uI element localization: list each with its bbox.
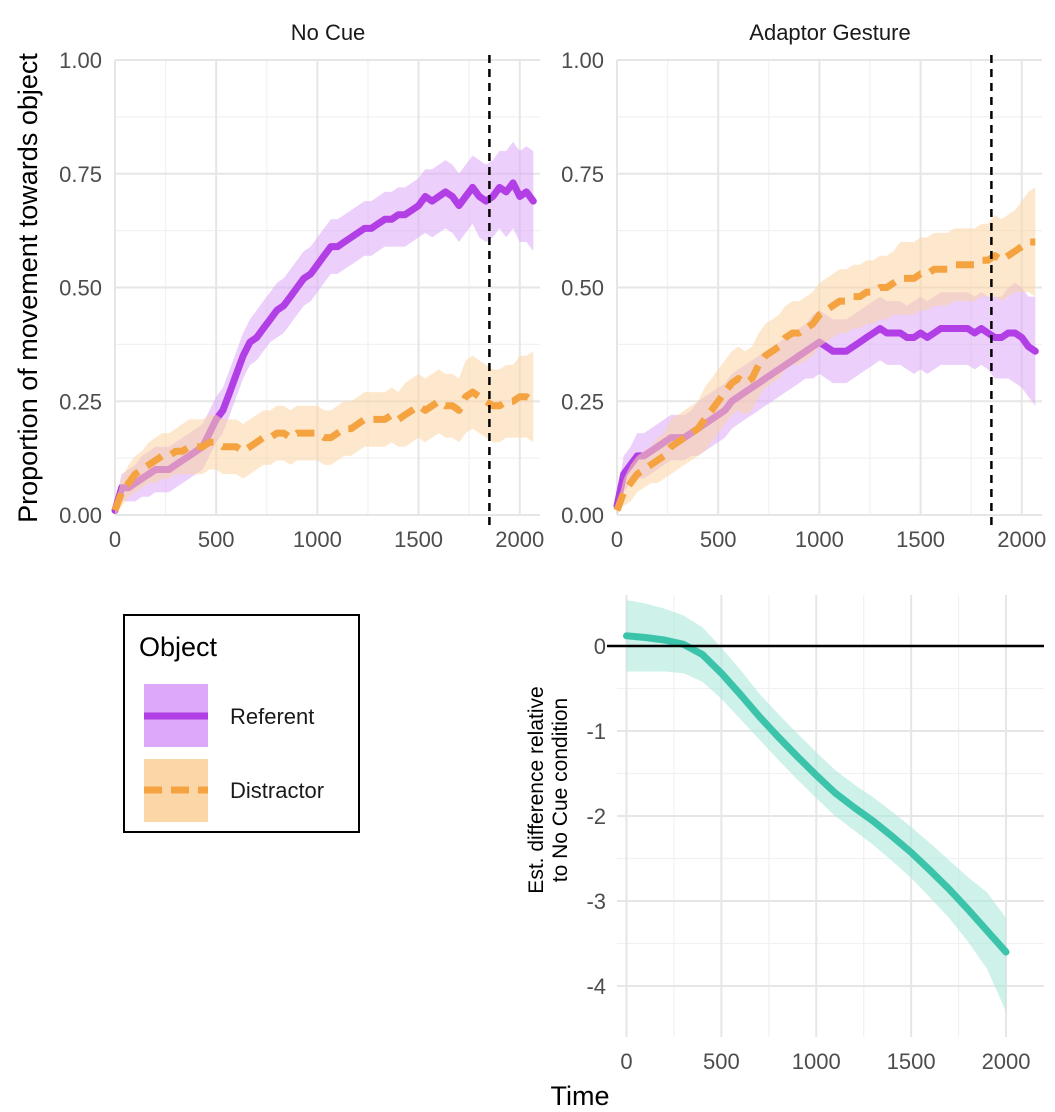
panel-adaptor-gesture: 0 500 1000 1500 2000 0.00 0.25 0.50 0.75 1.00 [561,48,1046,552]
series-group-1 [613,187,1039,515]
legend-label-distractor: Distractor [230,778,324,803]
y-tick-label: 1.00 [59,48,102,73]
y-tick-label: 0.75 [59,162,102,187]
x-tick-label: 1500 [394,527,443,552]
x-tick-label: 0 [109,527,121,552]
y-tick-label: 0 [594,634,606,659]
legend-key-distractor [144,759,208,822]
line-difference-difference [623,632,1010,956]
x-tick-label: 1000 [795,527,844,552]
y-tick-label: 0.50 [561,276,604,301]
strip-label-adaptor-gesture: Adaptor Gesture [749,20,910,45]
x-tick-label: 0 [620,1049,632,1074]
strip-label-no-cue: No Cue [291,20,366,45]
panel-difference: 0 500 1000 1500 2000 0 -1 -2 -3 -4 [586,595,1044,1074]
grid-0 [114,59,540,516]
difference-y-title: Est. difference relative to No Cue condi… [525,686,572,893]
y-tick-label: 1.00 [561,48,604,73]
legend-key-referent [144,684,208,747]
legend: Object Referent Distractor [123,614,360,833]
series-group-0 [111,141,537,515]
y-tick-label: 0.00 [561,503,604,528]
line-distractor-adaptor-gesture [613,238,1036,512]
difference-y-title-line-1: Est. difference relative [525,686,548,893]
x-tick-label: 500 [700,527,737,552]
line-distractor-no-cue [111,388,536,512]
ribbon-referent-adaptor-gesture [617,282,1036,515]
x-tick-label: 1000 [293,527,342,552]
x-tick-label: 500 [198,527,235,552]
y-tick-label: -3 [586,889,606,914]
x-tick-label: 1500 [887,1049,936,1074]
y-tick-label: -2 [586,804,606,829]
x-tick-label: 0 [611,527,623,552]
x-tick-label: 2000 [997,527,1046,552]
y-tick-label: 0.50 [59,276,102,301]
legend-title: Object [139,632,218,662]
y-tick-label: 0.00 [59,503,102,528]
y-tick-label: -1 [586,719,606,744]
difference-y-title-line-2: to No Cue condition [549,698,572,882]
x-tick-label: 500 [703,1049,740,1074]
x-axis-title: Time [551,1081,610,1111]
x-tick-label: 1500 [896,527,945,552]
y-tick-label: 0.25 [59,389,102,414]
panel-no-cue: 0 500 1000 1500 2000 0.00 0.25 0.50 0.75 1.00 [59,48,544,552]
y-tick-label: -4 [586,974,606,999]
series-group-2 [623,600,1010,1012]
x-tick-label: 1000 [792,1049,841,1074]
y-tick-label: 0.75 [561,162,604,187]
x-tick-label: 2000 [982,1049,1031,1074]
x-tick-label: 2000 [495,527,544,552]
y-tick-label: 0.25 [561,389,604,414]
y-axis-title: Proportion of movement towards object [13,53,43,523]
legend-label-referent: Referent [230,704,314,729]
ribbon-distractor-no-cue [115,351,534,515]
